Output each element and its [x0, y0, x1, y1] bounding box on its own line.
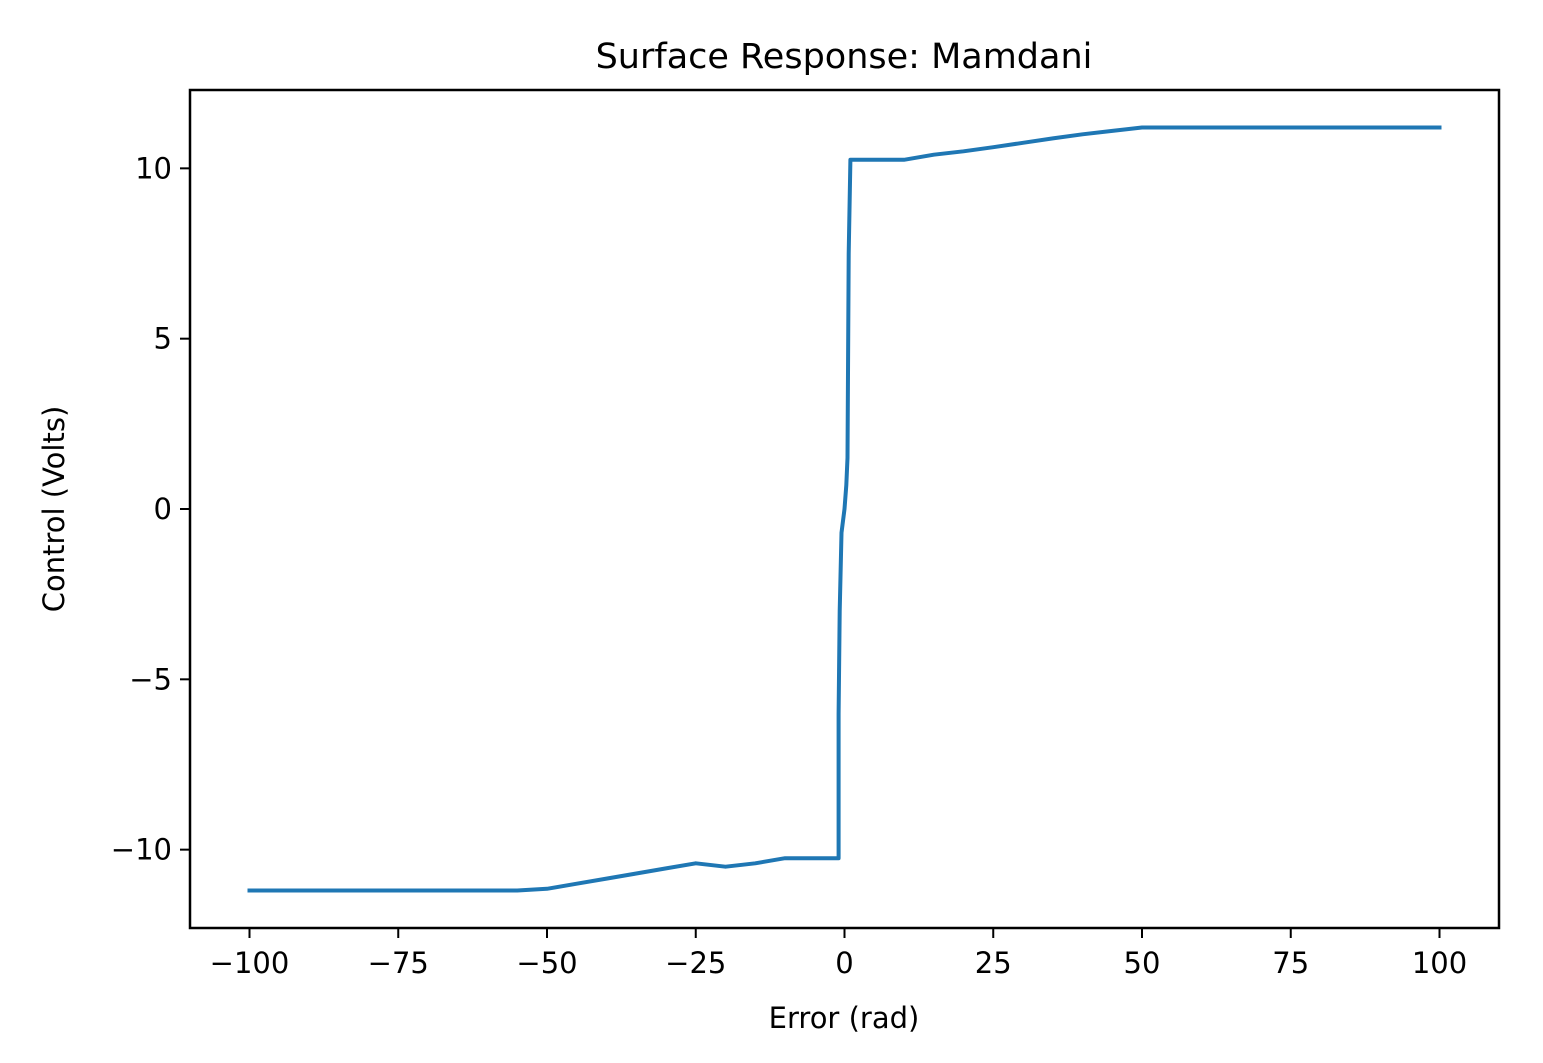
x-tick-label: 0: [835, 946, 853, 980]
y-axis: −10 −5 0 5 10: [111, 151, 190, 867]
y-tick-label: −5: [129, 662, 172, 696]
y-tick-label: 10: [135, 151, 172, 185]
plot-area: [247, 125, 1442, 893]
x-tick-label: −25: [665, 946, 726, 980]
x-tick-label: 50: [1124, 946, 1161, 980]
x-axis-label: Error (rad): [769, 1001, 920, 1035]
x-tick-label: −50: [516, 946, 577, 980]
x-tick-label: 75: [1272, 946, 1309, 980]
x-tick-label: −100: [210, 946, 290, 980]
y-tick-label: 5: [154, 322, 172, 356]
x-axis: −100 −75 −50 −25 0 25 50 75 100: [210, 928, 1467, 980]
chart-title: Surface Response: Mamdani: [596, 37, 1093, 77]
y-tick-label: 0: [154, 492, 172, 526]
y-tick-label: −10: [111, 833, 172, 867]
x-tick-label: −75: [368, 946, 429, 980]
y-axis-label: Control (Volts): [37, 406, 71, 613]
axes-frame: [188, 88, 1501, 930]
series-line: [247, 125, 1442, 893]
x-tick-label: 25: [975, 946, 1012, 980]
x-tick-label: 100: [1412, 946, 1467, 980]
